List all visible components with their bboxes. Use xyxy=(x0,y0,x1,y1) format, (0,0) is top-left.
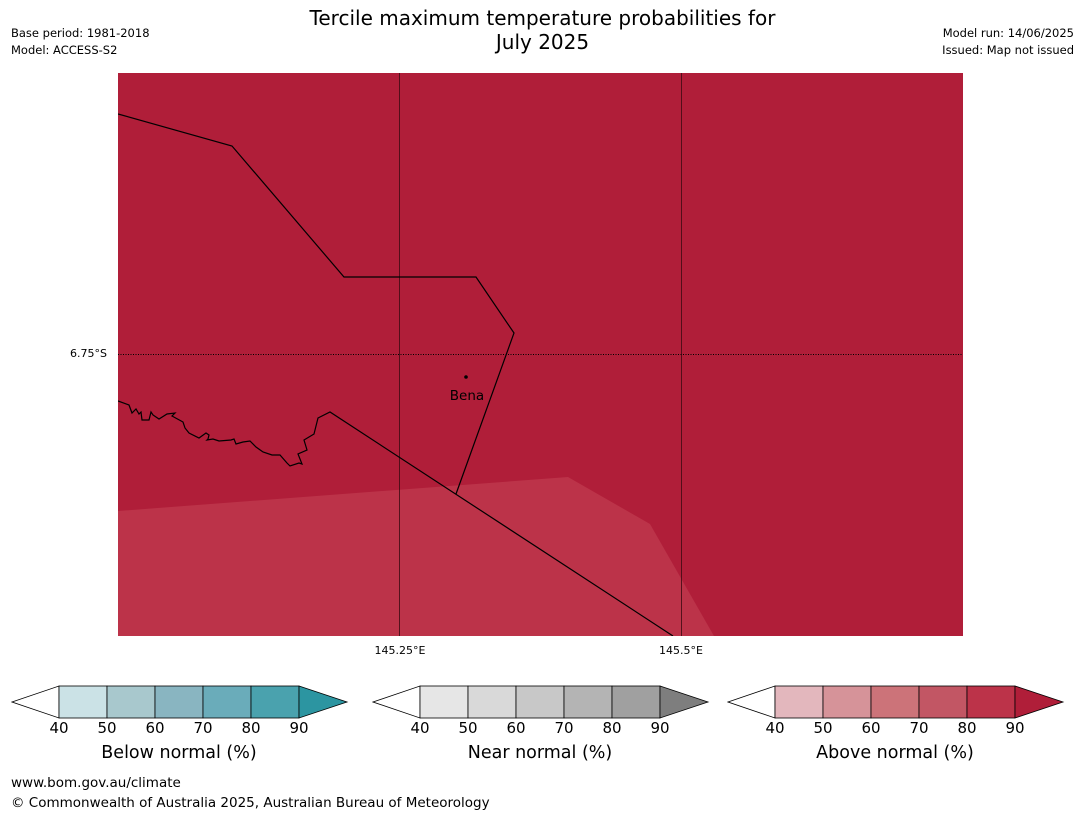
above-normal-70-80-region xyxy=(118,477,714,636)
above-normal-swatch-60-70 xyxy=(870,685,920,719)
below-normal-colorbar xyxy=(11,685,349,719)
lon-label-2: 145.5°E xyxy=(659,644,703,657)
above-normal-swatch-50-60 xyxy=(822,685,872,719)
below-normal-colorbar-title: Below normal (%) xyxy=(101,743,257,763)
above-normal-tick-60: 60 xyxy=(861,719,881,737)
near-normal-swatch-60-70 xyxy=(515,685,565,719)
town-marker xyxy=(464,375,468,379)
below-normal-tick-50: 50 xyxy=(97,719,117,737)
meta-right: Model run: 14/06/2025 Issued: Map not is… xyxy=(942,25,1074,59)
footer-url: www.bom.gov.au/climate xyxy=(11,775,181,791)
footer-copyright: © Commonwealth of Australia 2025, Austra… xyxy=(11,795,490,811)
below-normal-tick-70: 70 xyxy=(193,719,213,737)
below-normal-tick-40: 40 xyxy=(49,719,69,737)
below-normal-tick-80: 80 xyxy=(241,719,261,737)
below-normal-swatch-70-80 xyxy=(202,685,252,719)
above-normal-colorbar-title: Above normal (%) xyxy=(816,743,974,763)
province-boundary-lower xyxy=(118,400,674,636)
above-normal-swatch-70-80 xyxy=(918,685,968,719)
near-normal-swatch-40-50 xyxy=(419,685,469,719)
below-normal-under-40-swatch xyxy=(11,685,60,719)
near-normal-swatch-70-80 xyxy=(563,685,613,719)
lat-label: 6.75°S xyxy=(70,347,107,360)
below-normal-swatch-40-50 xyxy=(58,685,108,719)
base-period: Base period: 1981-2018 xyxy=(11,26,150,40)
near-normal-tick-40: 40 xyxy=(410,719,430,737)
above-normal-tick-70: 70 xyxy=(909,719,929,737)
model-name: Model: ACCESS-S2 xyxy=(11,43,118,57)
below-normal-swatch-50-60 xyxy=(106,685,156,719)
below-normal-swatch-60-70 xyxy=(154,685,204,719)
near-normal-tick-90: 90 xyxy=(650,719,670,737)
below-normal-tick-90: 90 xyxy=(289,719,309,737)
near-normal-swatch-50-60 xyxy=(467,685,517,719)
map-title: Tercile maximum temperature probabilitie… xyxy=(0,6,1085,54)
town-label: Bena xyxy=(450,388,484,404)
below-normal-tick-60: 60 xyxy=(145,719,165,737)
above-normal-tick-40: 40 xyxy=(765,719,785,737)
model-run: Model run: 14/06/2025 xyxy=(942,26,1074,40)
near-normal-tick-60: 60 xyxy=(506,719,526,737)
above-normal-tick-90: 90 xyxy=(1005,719,1025,737)
below-normal-over-90-swatch xyxy=(298,685,349,719)
probability-map: Bena xyxy=(118,73,963,636)
near-normal-tick-50: 50 xyxy=(458,719,478,737)
near-normal-tick-80: 80 xyxy=(602,719,622,737)
near-normal-under-40-swatch xyxy=(372,685,421,719)
above-normal-swatch-40-50 xyxy=(774,685,824,719)
above-normal-tick-80: 80 xyxy=(957,719,977,737)
near-normal-swatch-80-90 xyxy=(611,685,661,719)
below-normal-swatch-80-90 xyxy=(250,685,300,719)
title-line-1: Tercile maximum temperature probabilitie… xyxy=(309,6,776,30)
near-normal-tick-70: 70 xyxy=(554,719,574,737)
near-normal-colorbar xyxy=(372,685,710,719)
above-normal-under-40-swatch xyxy=(727,685,776,719)
near-normal-colorbar-title: Near normal (%) xyxy=(467,743,613,763)
issued-status: Issued: Map not issued xyxy=(942,43,1074,57)
title-line-2: July 2025 xyxy=(495,30,590,54)
above-normal-over-90-swatch xyxy=(1014,685,1065,719)
province-boundary xyxy=(118,113,515,495)
near-normal-over-90-swatch xyxy=(659,685,710,719)
lon-label-1: 145.25°E xyxy=(374,644,426,657)
meta-left: Base period: 1981-2018 Model: ACCESS-S2 xyxy=(11,25,150,59)
above-normal-tick-50: 50 xyxy=(813,719,833,737)
above-normal-colorbar xyxy=(727,685,1065,719)
above-normal-swatch-80-90 xyxy=(966,685,1016,719)
